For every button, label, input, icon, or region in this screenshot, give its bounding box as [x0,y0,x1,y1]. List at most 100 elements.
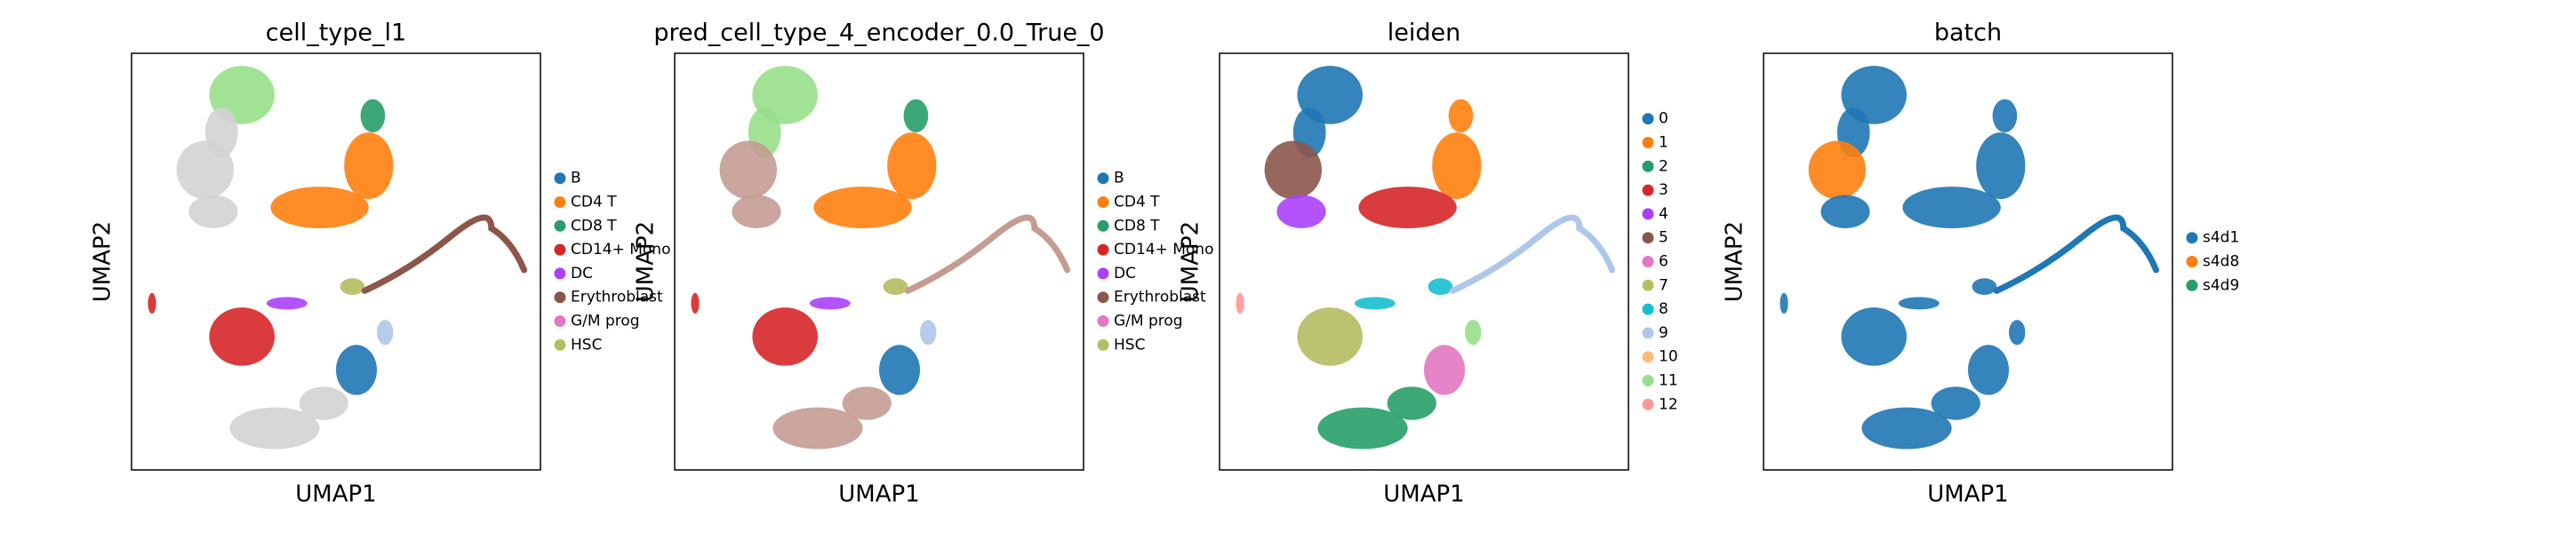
panel-title: cell_type_l1 [266,20,406,47]
legend-marker [1097,315,1109,327]
y-axis-label: UMAP2 [1722,221,1748,302]
cluster-region [266,297,308,310]
legend-label: 0 [1659,110,1668,128]
legend-marker [554,243,566,256]
legend-label: CD8 T [571,217,617,235]
cluster-region [336,345,377,395]
legend-label: CD14+ Mono [1114,241,1213,259]
x-axis-label: UMAP1 [1383,481,1464,508]
legend-marker [554,338,566,351]
cluster-region [920,320,937,346]
legend-label: CD14+ Mono [571,241,670,259]
legend-label: 6 [1659,253,1668,271]
plot-area [1236,66,1616,449]
cluster-region [1264,140,1323,200]
cluster-region [344,132,394,200]
cluster-region [1968,345,2009,395]
cluster-region [1297,307,1363,366]
cluster-region [1424,345,1465,395]
x-axis-label: UMAP1 [838,481,919,508]
cluster-region [719,140,777,200]
y-axis-label: UMAP2 [1178,221,1204,302]
cluster-region [903,99,929,133]
legend-marker [1097,243,1109,256]
cluster-region [1428,278,1453,296]
cluster-region [377,320,394,346]
cluster-region [299,386,348,420]
legend-marker [554,219,566,232]
cluster-region [883,278,908,296]
cluster-arc [1449,214,1616,294]
cluster-region [1898,297,1940,310]
legend-label: 2 [1659,157,1668,175]
axes-frame [674,52,1084,471]
cluster-region [887,132,937,200]
legend-marker [1097,196,1109,208]
legend-marker [1097,219,1109,232]
cluster-region [842,386,892,420]
cluster-region [1931,386,1980,420]
legend-marker [1097,267,1109,280]
legend-label: Erythroblast [571,289,663,306]
plot-area [148,66,528,449]
legend-label: CD8 T [1114,217,1160,235]
legend-marker [1642,208,1654,220]
legend-label: 3 [1659,181,1668,199]
x-axis-label: UMAP1 [1927,481,2008,508]
plot-area [1780,66,2160,449]
legend-label: 5 [1659,229,1668,247]
legend-label: s4d9 [2203,276,2239,294]
y-axis-label: UMAP2 [90,221,116,302]
cluster-region [1780,292,1788,314]
legend-marker [2186,256,2198,267]
legend-label: 10 [1659,348,1678,366]
cluster-region [1808,140,1866,200]
cluster-region [1465,320,1482,346]
legend-marker [1642,160,1654,172]
cluster-region [1902,187,2001,228]
cluster-region [1992,99,2018,133]
cluster-region [1236,292,1244,314]
cluster-region [1861,407,1952,449]
legend-marker [554,315,566,327]
legend-marker [2186,279,2198,291]
legend-label: 11 [1659,372,1678,390]
legend-marker [1642,375,1654,386]
legend-marker [1642,256,1654,267]
legend-marker [2186,232,2198,244]
legend-marker [554,291,566,304]
cluster-region [1972,278,1997,296]
legend-marker [554,172,566,185]
cluster-arc [1993,214,2160,294]
cluster-region [1358,187,1457,228]
cluster-region [809,297,851,310]
cluster-region [691,292,700,314]
cluster-region [1354,297,1396,310]
legend-label: 4 [1659,205,1668,223]
cluster-region [1448,99,1474,133]
legend-marker [554,196,566,208]
legend-label: B [1114,170,1124,187]
legend-label: DC [571,265,593,282]
legend-label: 9 [1659,324,1668,342]
legend-label: CD4 T [571,194,617,211]
legend-marker [1097,172,1109,185]
legend-marker [1642,303,1654,315]
umap-panel: cell_type_l1 UMAP1 UMAP2 B CD4 T CD8 T CD14+ M… [90,20,671,508]
cluster-region [1976,132,2026,200]
cluster-region [732,195,781,228]
axes-frame [1763,52,2173,471]
legend-marker [1642,398,1654,410]
cluster-arc [361,214,528,294]
cluster-region [188,195,238,228]
legend-marker [1097,338,1109,351]
panel-title: pred_cell_type_4_encoder_0.0_True_0 [653,20,1104,47]
legend-marker [1642,351,1654,363]
cluster-region [1317,407,1408,449]
cluster-region [1276,195,1326,228]
plot-area [691,66,1071,449]
cluster-region [270,187,369,228]
legend-marker [1642,232,1654,244]
legend-label: DC [1114,265,1136,282]
legend-marker [554,267,566,280]
